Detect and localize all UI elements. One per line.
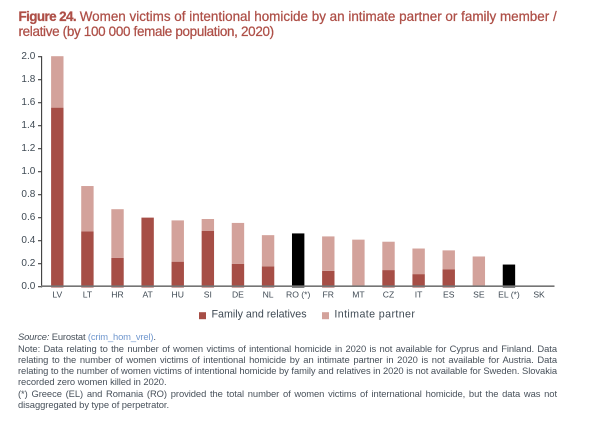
svg-text:1.0: 1.0 <box>21 166 35 177</box>
svg-text:CZ: CZ <box>383 290 394 300</box>
svg-text:1.4: 1.4 <box>21 120 35 131</box>
svg-text:0.6: 0.6 <box>21 212 35 223</box>
svg-text:0.4: 0.4 <box>21 235 35 246</box>
svg-text:NL: NL <box>263 290 274 300</box>
svg-text:RO (*): RO (*) <box>286 290 310 300</box>
svg-text:HR: HR <box>111 290 123 300</box>
svg-text:SI: SI <box>204 290 212 300</box>
svg-text:HU: HU <box>172 290 184 300</box>
svg-text:0.8: 0.8 <box>21 189 35 200</box>
svg-text:SE: SE <box>473 290 485 300</box>
svg-text:LT: LT <box>83 290 93 300</box>
svg-text:MT: MT <box>352 290 365 300</box>
svg-text:1.8: 1.8 <box>21 74 35 85</box>
svg-text:1.2: 1.2 <box>21 143 35 154</box>
svg-text:LV: LV <box>52 290 62 300</box>
svg-text:ES: ES <box>443 290 455 300</box>
svg-text:0.2: 0.2 <box>21 258 35 269</box>
svg-text:IT: IT <box>415 290 423 300</box>
svg-text:EL (*): EL (*) <box>498 290 520 300</box>
svg-text:DE: DE <box>232 290 244 300</box>
svg-text:Family and relatives: Family and relatives <box>212 308 307 320</box>
svg-text:1.6: 1.6 <box>21 97 35 108</box>
svg-text:0.0: 0.0 <box>21 281 35 292</box>
svg-text:2.0: 2.0 <box>21 51 35 62</box>
svg-text:Intimate partner: Intimate partner <box>334 308 415 320</box>
svg-text:SK: SK <box>533 290 545 300</box>
svg-text:AT: AT <box>142 290 153 300</box>
svg-text:FR: FR <box>323 290 334 300</box>
